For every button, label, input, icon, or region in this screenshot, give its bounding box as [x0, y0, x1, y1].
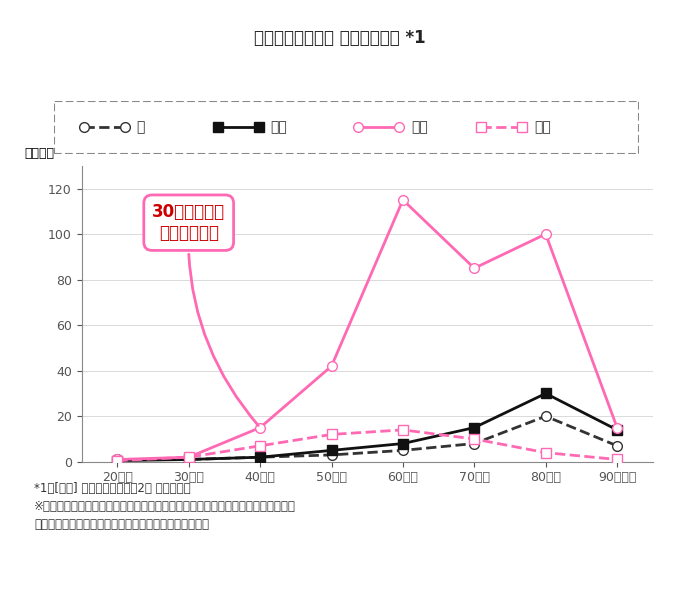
Text: *1　[出典] 厚生労働省「令和2年 患者調査」: *1 [出典] 厚生労働省「令和2年 患者調査」: [34, 482, 190, 496]
Text: （千人）: （千人）: [24, 147, 54, 160]
Text: ※総患者数は、調査日現在において、継続的に医療を受けている者（調査日には医: ※総患者数は、調査日現在において、継続的に医療を受けている者（調査日には医: [34, 500, 296, 513]
Text: 子宮: 子宮: [534, 120, 551, 134]
Text: 30代後半から
乳がん急増！: 30代後半から 乳がん急増！: [152, 203, 258, 426]
Text: 結腸: 結腸: [271, 120, 288, 134]
Text: 女性の年齢階級別 がん総患者数 *1: 女性の年齢階級別 がん総患者数 *1: [254, 30, 426, 47]
Text: 療施設で受療していない者を含む）を推計したもの。: 療施設で受療していない者を含む）を推計したもの。: [34, 518, 209, 531]
Text: 乳房: 乳房: [411, 120, 428, 134]
Text: 胃: 胃: [136, 120, 145, 134]
